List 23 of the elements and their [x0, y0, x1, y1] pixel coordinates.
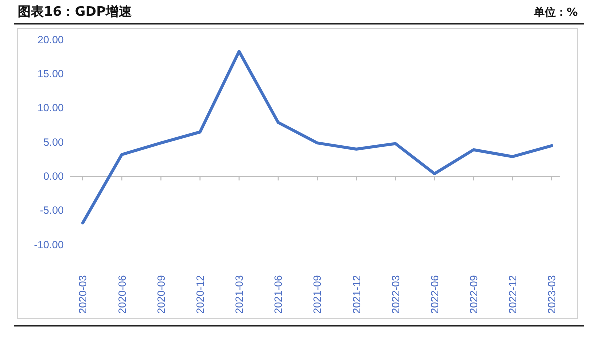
y-tick-label: 0.00 [44, 171, 64, 184]
x-tick-label: 2020-12 [194, 275, 207, 314]
y-tick-label: 20.00 [38, 34, 64, 46]
x-tick-label: 2022-06 [429, 275, 442, 314]
y-tick-label: 15.00 [38, 68, 64, 81]
x-tick-label: 2021-12 [351, 275, 364, 314]
x-tick-label: 2021-03 [234, 275, 246, 314]
y-tick-label: 10.00 [38, 102, 64, 115]
x-tick-label: 2022-03 [390, 275, 402, 314]
y-tick-label: -5.00 [40, 205, 64, 218]
line-series [82, 50, 554, 225]
x-tick-label: 2022-09 [468, 275, 481, 314]
x-tick-label: 2023-03 [546, 275, 559, 314]
x-tick-label: 2021-09 [312, 275, 324, 314]
chart-subtitle: 单位：% [532, 6, 578, 19]
y-tick-label: 5.00 [44, 136, 64, 149]
x-tick-label: 2020-03 [78, 275, 90, 314]
x-tick-label: 2020-06 [116, 275, 129, 314]
x-tick-label: 2021-06 [273, 275, 286, 314]
x-tick-label: 2020-09 [156, 275, 168, 314]
y-tick-label: -10.00 [34, 239, 64, 252]
x-tick-label: 2022-12 [508, 275, 520, 314]
chart-title: 图表16：GDP增速 [18, 5, 134, 20]
